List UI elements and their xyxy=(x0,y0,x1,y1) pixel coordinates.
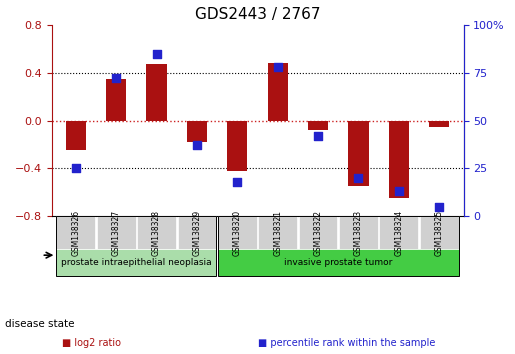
FancyBboxPatch shape xyxy=(56,216,95,249)
FancyBboxPatch shape xyxy=(97,216,135,249)
Bar xyxy=(106,79,126,120)
Text: GSM138326: GSM138326 xyxy=(71,210,80,256)
Point xyxy=(112,75,120,81)
Bar xyxy=(429,120,450,126)
Text: disease state: disease state xyxy=(5,319,75,329)
Text: ■ percentile rank within the sample: ■ percentile rank within the sample xyxy=(258,338,435,348)
Text: GSM138324: GSM138324 xyxy=(394,210,403,256)
Title: GDS2443 / 2767: GDS2443 / 2767 xyxy=(195,7,320,22)
FancyBboxPatch shape xyxy=(420,216,459,249)
Text: GSM138321: GSM138321 xyxy=(273,210,282,256)
Point xyxy=(72,166,80,171)
Text: GSM138327: GSM138327 xyxy=(112,210,121,256)
Point xyxy=(233,179,242,185)
FancyBboxPatch shape xyxy=(137,216,176,249)
FancyBboxPatch shape xyxy=(339,216,378,249)
Point xyxy=(193,143,201,148)
Text: GSM138323: GSM138323 xyxy=(354,210,363,256)
Bar xyxy=(227,120,247,171)
Bar xyxy=(308,120,328,130)
Bar xyxy=(187,120,207,142)
FancyBboxPatch shape xyxy=(218,249,459,276)
FancyBboxPatch shape xyxy=(259,216,297,249)
Text: GSM138328: GSM138328 xyxy=(152,210,161,256)
Text: GSM138325: GSM138325 xyxy=(435,210,444,256)
Bar xyxy=(268,63,288,120)
Point xyxy=(273,64,282,70)
Text: ■ log2 ratio: ■ log2 ratio xyxy=(62,338,121,348)
Text: GSM138320: GSM138320 xyxy=(233,210,242,256)
Text: GSM138329: GSM138329 xyxy=(193,210,201,256)
Point xyxy=(314,133,322,139)
Bar xyxy=(348,120,369,186)
Text: GSM138322: GSM138322 xyxy=(314,210,322,256)
Text: invasive prostate tumor: invasive prostate tumor xyxy=(284,258,392,267)
Point xyxy=(152,51,161,56)
FancyBboxPatch shape xyxy=(56,249,216,276)
FancyBboxPatch shape xyxy=(380,216,418,249)
Point xyxy=(354,175,363,181)
Text: prostate intraepithelial neoplasia: prostate intraepithelial neoplasia xyxy=(61,258,212,267)
Point xyxy=(395,189,403,194)
FancyBboxPatch shape xyxy=(299,216,337,249)
FancyBboxPatch shape xyxy=(218,216,256,249)
Point xyxy=(435,204,443,210)
Bar xyxy=(65,120,86,150)
Bar xyxy=(389,120,409,198)
Bar xyxy=(146,64,167,120)
FancyBboxPatch shape xyxy=(178,216,216,249)
